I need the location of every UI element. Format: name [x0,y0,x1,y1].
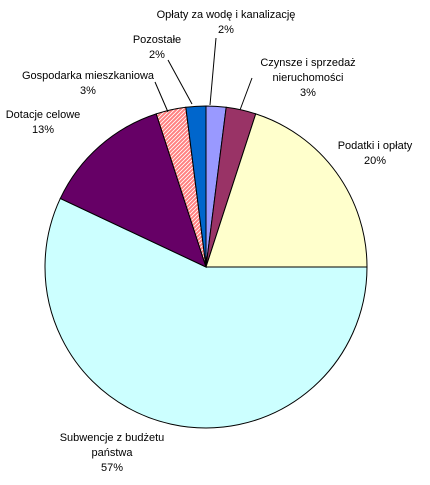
slice-label-line: Subwencje z budżetu [60,432,165,444]
slice-label-line: 57% [101,462,123,474]
slice-label-1: Czynsze i sprzedaż nieruchomości 3% [260,57,355,99]
slice-label-0: Opłaty za wodę i kanalizację 2% [157,9,296,36]
leader-line-0 [209,37,217,106]
slice-label-2: Podatki i opłaty 20% [338,140,413,167]
slice-label-line: 20% [364,155,386,167]
slice-label-line: 3% [300,87,316,99]
slice-label-line: 13% [32,124,54,136]
leader-lines [154,37,253,113]
slice-label-5: Gospodarka mieszkaniowa 3% [22,70,155,97]
pie-slice-2 [205,113,368,268]
slice-label-6: Pozostałe 2% [133,34,181,61]
slice-label-line: nieruchomości [273,72,344,84]
slice-label-line: Czynsze i sprzedaż [260,57,355,69]
slice-label-line: 3% [80,85,96,97]
pie-slice-4 [59,113,207,268]
slice-label-line: państwa [92,447,134,459]
pie-slice-6 [185,105,207,268]
slice-label-line: Opłaty za wodę i kanalizację [157,9,296,21]
slice-label-4: Dotacje celowe 13% [6,109,81,136]
slice-labels: Opłaty za wodę i kanalizację 2% Czynsze i … [6,9,413,474]
slice-label-line: Podatki i opłaty [338,140,413,152]
leader-line-5 [154,81,169,113]
pie-slice-3 [44,197,368,429]
leader-line-1 [239,77,253,111]
pie-slices [44,105,368,429]
leader-line-6 [167,59,193,105]
slice-label-line: Pozostałe [133,34,181,46]
slice-label-line: Dotacje celowe [6,109,81,121]
slice-label-line: 2% [218,24,234,36]
slice-label-line: Gospodarka mieszkaniowa [22,70,155,82]
slice-label-3: Subwencje z budżetu państwa 57% [60,432,165,474]
slice-label-line: 2% [149,49,165,61]
